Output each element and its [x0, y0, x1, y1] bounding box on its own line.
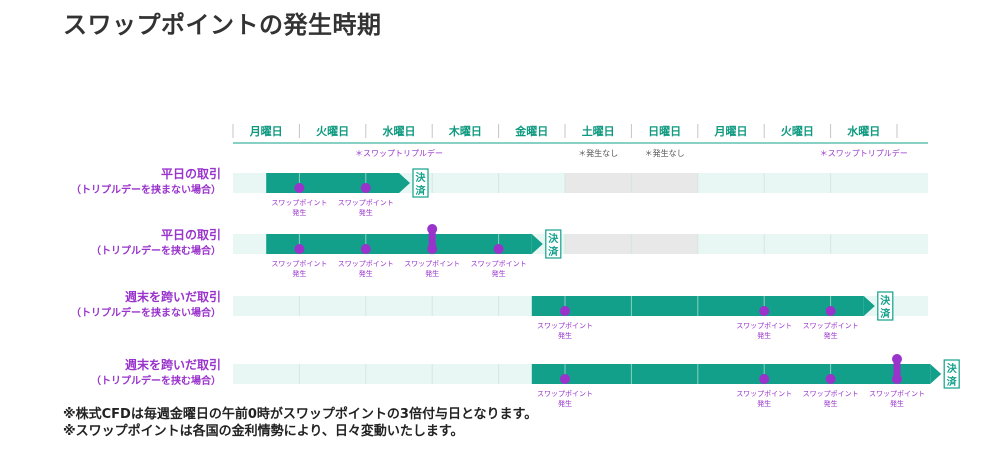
swap-point-dot [825, 306, 836, 316]
swap-point-dot [360, 183, 371, 193]
swap-point-label: 発生 [757, 399, 771, 408]
swap-point-label: スワップポイント [803, 390, 859, 398]
swap-point-label: スワップポイント [736, 390, 792, 398]
triple-swap-stem [893, 361, 901, 379]
timeline-row: 平日の取引（トリプルデーを挟む場合）決済スワップポイント発生スワップポイント発生… [91, 224, 928, 278]
footnotes: ※株式CFDは毎週金曜日の午前0時がスワップポイントの3倍付与日となります。 ※… [63, 406, 537, 440]
swap-point-dot [759, 306, 770, 316]
triple-swap-stem [428, 231, 436, 249]
swap-point-label: 発生 [292, 208, 306, 217]
timeline-row: 週末を跨いだ取引（トリプルデーを挟まない場合）決済スワップポイント発生スワップポ… [71, 289, 928, 340]
bar-arrow [863, 296, 875, 316]
swap-point-label: スワップポイント [803, 322, 859, 330]
bar-arrow [930, 364, 942, 384]
day-label: 日曜日 [648, 125, 681, 138]
day-label: 土曜日 [582, 124, 615, 138]
settle-label: 済 [880, 307, 891, 320]
day-label: 水曜日 [383, 124, 416, 138]
bar-arrow [531, 234, 543, 254]
swap-point-label: スワップポイント [271, 260, 327, 268]
settle-label: 済 [947, 375, 958, 388]
swap-point-dot [493, 244, 504, 254]
footnote-rate-change: ※スワップポイントは各国の金利情勢により、日々変動いたします。 [63, 424, 464, 439]
swap-point-label: 発生 [359, 208, 373, 217]
day-label: 水曜日 [847, 124, 880, 138]
settle-label: 決 [416, 171, 427, 184]
day-label: 月曜日 [714, 125, 748, 138]
weekend-cell [631, 173, 698, 193]
swap-point-label: スワップポイント [736, 322, 792, 330]
weekend-cell [565, 234, 632, 254]
swap-point-dot [294, 183, 305, 193]
day-note: ＊スワップトリプルデー [820, 148, 908, 158]
swap-point-dot [759, 374, 770, 384]
day-label: 金曜日 [514, 124, 548, 138]
row-subtitle: （トリプルデーを挟む場合） [91, 244, 221, 257]
settle-label: 決 [548, 232, 559, 245]
day-note: ＊発生なし [578, 148, 618, 158]
swap-point-dot [825, 374, 836, 384]
row-title: 週末を跨いだ取引 [125, 357, 221, 372]
swap-point-label: 発生 [558, 331, 572, 340]
swap-point-label: スワップポイント [338, 199, 394, 207]
footnote-triple-day: ※株式CFDは毎週金曜日の午前0時がスワップポイントの3倍付与日となります。 [63, 407, 538, 422]
swap-point-label: 発生 [492, 269, 506, 278]
day-label: 火曜日 [316, 125, 349, 138]
swap-point-label: スワップポイント [537, 322, 593, 330]
swap-point-label: スワップポイント [471, 260, 527, 268]
swap-point-dot [892, 374, 902, 384]
settle-box [412, 168, 429, 198]
holding-bar [266, 234, 532, 254]
day-label: 木曜日 [448, 124, 482, 138]
swap-point-label: 発生 [757, 331, 771, 340]
row-title: 平日の取引 [161, 228, 221, 242]
row-title: 週末を跨いだ取引 [125, 289, 221, 304]
timeline-row: 平日の取引（トリプルデーを挟まない場合）決済スワップポイント発生スワップポイント… [71, 167, 928, 217]
row-subtitle: （トリプルデーを挟む場合） [91, 374, 221, 387]
holding-bar [266, 173, 399, 193]
swap-point-label: 発生 [292, 269, 306, 278]
settle-box [877, 291, 894, 321]
swap-point-label: 発生 [824, 399, 838, 408]
settle-box [545, 229, 562, 259]
holding-bar [531, 364, 931, 384]
settle-label: 済 [548, 245, 559, 258]
settle-label: 済 [416, 184, 427, 197]
day-label: 月曜日 [249, 125, 283, 138]
day-note: ＊発生なし [645, 148, 685, 158]
row-title: 平日の取引 [161, 167, 221, 181]
settle-label: 決 [880, 294, 891, 307]
swap-point-dot [427, 244, 438, 254]
row-subtitle: （トリプルデーを挟まない場合） [71, 183, 221, 196]
day-note: ＊スワップトリプルデー [355, 148, 443, 158]
weekend-cell [565, 173, 632, 193]
swap-point-dot [360, 244, 371, 254]
swap-point-dot [560, 306, 570, 316]
swap-point-label: スワップポイント [404, 260, 460, 268]
swap-point-label: スワップポイント [869, 390, 925, 398]
swap-point-label: 発生 [558, 399, 572, 408]
swap-point-label: スワップポイント [338, 260, 394, 268]
settle-label: 決 [947, 362, 958, 375]
settle-box [943, 359, 960, 389]
swap-point-label: スワップポイント [537, 390, 593, 398]
day-label: 火曜日 [781, 125, 814, 138]
swap-point-label: 発生 [824, 331, 838, 340]
swap-point-label: スワップポイント [271, 199, 327, 207]
page-title: スワップポイントの発生時期 [63, 11, 382, 39]
swap-point-dot [294, 244, 305, 254]
swap-point-label: 発生 [359, 269, 373, 278]
timeline-row: 週末を跨いだ取引（トリプルデーを挟む場合）決済スワップポイント発生スワップポイン… [91, 354, 960, 408]
bar-arrow [399, 173, 410, 193]
row-subtitle: （トリプルデーを挟まない場合） [71, 306, 221, 319]
swap-point-label: 発生 [890, 399, 904, 408]
swap-point-dot [560, 374, 570, 384]
weekend-cell [631, 234, 698, 254]
swap-point-label: 発生 [425, 269, 439, 278]
